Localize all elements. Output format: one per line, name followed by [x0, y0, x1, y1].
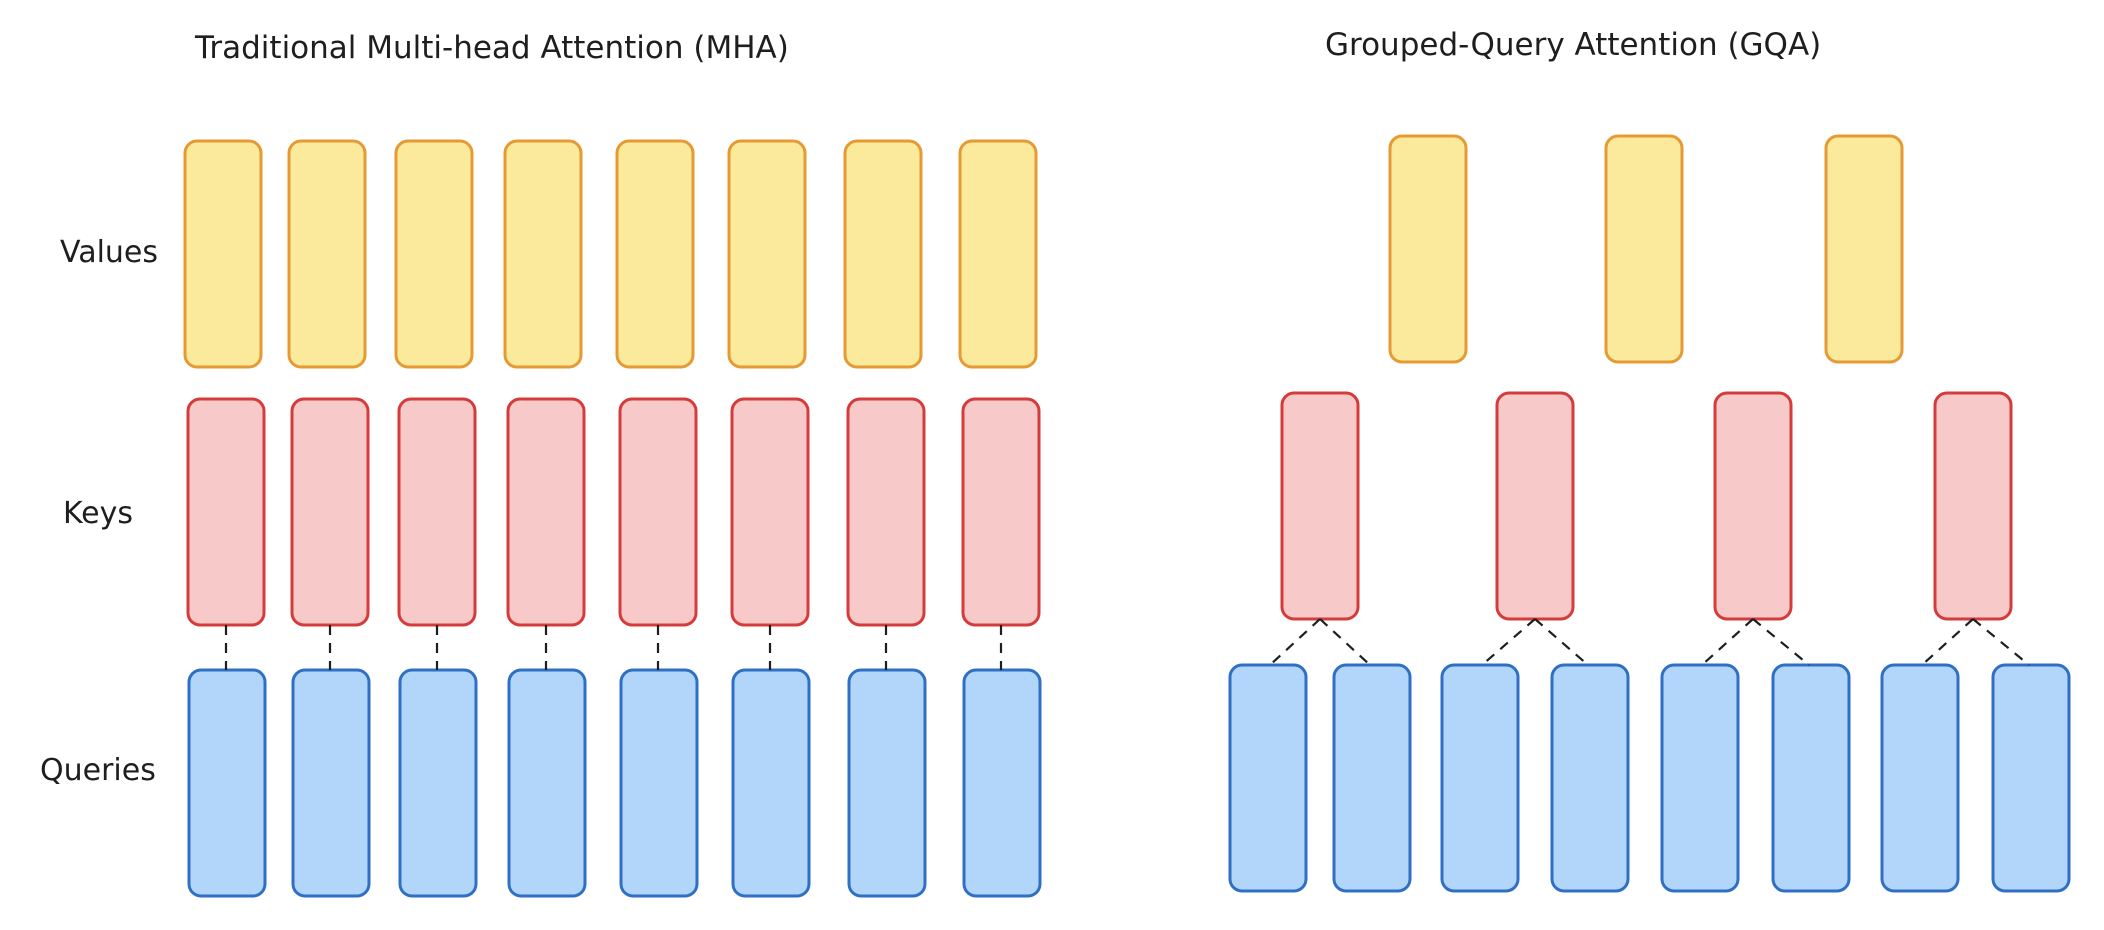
mha-key-head	[506, 397, 586, 627]
mha-value-head	[958, 139, 1038, 369]
mha-query-head	[507, 668, 587, 898]
mha-value-head	[183, 139, 263, 369]
gqa-key-query-link	[1701, 618, 1754, 666]
gqa-query-head	[1332, 663, 1412, 893]
gqa-key-query-link	[1481, 618, 1536, 666]
gqa-key-head	[1713, 391, 1793, 621]
mha-value-head	[287, 139, 367, 369]
gqa-query-head	[1880, 663, 1960, 893]
gqa-key-query-link	[1752, 618, 1810, 666]
gqa-key-query-link	[1319, 618, 1371, 666]
gqa-title: Grouped-Query Attention (GQA)	[1325, 27, 1821, 63]
gqa-value-head	[1824, 134, 1904, 364]
mha-key-head	[397, 397, 477, 627]
mha-query-head	[619, 668, 699, 898]
gqa-value-head	[1604, 134, 1684, 364]
mha-key-head	[618, 397, 698, 627]
gqa-key-query-link	[1534, 618, 1589, 666]
mha-key-head	[290, 397, 370, 627]
gqa-value-head	[1388, 134, 1468, 364]
gqa-query-head	[1660, 663, 1740, 893]
gqa-key-query-link	[1972, 618, 2030, 666]
row-label-queries: Queries	[40, 753, 156, 788]
mha-value-head	[727, 139, 807, 369]
gqa-query-head	[1228, 663, 1308, 893]
gqa-key-head	[1495, 391, 1575, 621]
mha-diagram	[183, 139, 1042, 898]
gqa-query-head	[1991, 663, 2071, 893]
mha-value-head	[843, 139, 923, 369]
row-label-keys: Keys	[63, 496, 133, 531]
mha-key-head	[961, 397, 1041, 627]
mha-title: Traditional Multi-head Attention (MHA)	[194, 30, 789, 66]
gqa-query-head	[1440, 663, 1520, 893]
mha-query-head	[398, 668, 478, 898]
gqa-key-query-link	[1269, 618, 1321, 666]
row-label-values: Values	[60, 235, 158, 270]
mha-query-head	[731, 668, 811, 898]
mha-value-head	[615, 139, 695, 369]
mha-key-head	[186, 397, 266, 627]
mha-query-head	[962, 668, 1042, 898]
mha-key-head	[846, 397, 926, 627]
gqa-diagram	[1228, 134, 2071, 893]
mha-query-head	[291, 668, 371, 898]
mha-key-head	[730, 397, 810, 627]
gqa-query-head	[1550, 663, 1630, 893]
mha-value-head	[394, 139, 474, 369]
mha-query-head	[187, 668, 267, 898]
mha-value-head	[503, 139, 583, 369]
gqa-key-head	[1933, 391, 2013, 621]
mha-query-head	[847, 668, 927, 898]
gqa-key-head	[1280, 391, 1360, 621]
gqa-key-query-link	[1921, 618, 1974, 666]
gqa-query-head	[1771, 663, 1851, 893]
